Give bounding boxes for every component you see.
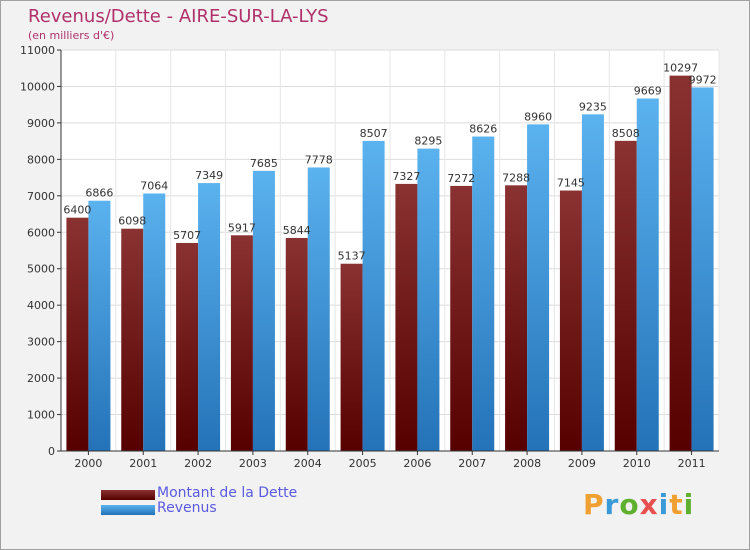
- data-label-dette: 6400: [63, 204, 91, 217]
- data-label-dette: 7327: [392, 170, 420, 183]
- data-label-revenus: 7349: [195, 169, 223, 182]
- bar-revenus: [88, 200, 111, 451]
- legend-swatch-dette: [101, 490, 155, 500]
- logo-letter: P: [583, 488, 605, 521]
- data-label-dette: 5844: [283, 224, 311, 237]
- logo-letter: i: [658, 488, 670, 521]
- x-tick-label: 2001: [129, 457, 157, 470]
- bar-dette: [614, 140, 637, 451]
- legend-label-dette: Montant de la Dette: [157, 485, 298, 501]
- logo-letter: i: [683, 488, 695, 521]
- y-tick-label: 10000: [20, 80, 55, 93]
- logo-letter: t: [669, 488, 684, 521]
- bar-dette: [669, 75, 692, 451]
- data-label-revenus: 6866: [85, 187, 113, 200]
- bar-dette: [450, 185, 473, 452]
- y-tick-label: 9000: [27, 117, 55, 130]
- logo-letter: x: [639, 488, 659, 521]
- bar-revenus: [417, 148, 440, 451]
- y-tick-label: 3000: [27, 336, 55, 349]
- y-tick-label: 11000: [20, 44, 55, 57]
- y-tick-label: 0: [48, 445, 55, 458]
- y-tick-label: 6000: [27, 226, 55, 239]
- logo-letter: o: [619, 488, 640, 521]
- data-label-revenus: 7685: [250, 157, 278, 170]
- data-label-dette: 8508: [612, 127, 640, 140]
- bar-revenus: [307, 167, 330, 451]
- bar-revenus: [472, 136, 495, 451]
- data-label-revenus: 8960: [524, 110, 552, 123]
- bar-revenus: [252, 170, 275, 452]
- data-label-revenus: 9972: [689, 73, 717, 86]
- y-tick-label: 8000: [27, 153, 55, 166]
- logo-letter: r: [604, 488, 620, 521]
- x-tick-label: 2000: [74, 457, 102, 470]
- x-tick-label: 2009: [568, 457, 596, 470]
- bar-revenus: [362, 140, 385, 452]
- data-label-revenus: 8507: [360, 127, 388, 140]
- data-label-dette: 10297: [663, 62, 698, 75]
- x-tick-label: 2004: [294, 457, 322, 470]
- bar-dette: [340, 263, 363, 451]
- x-tick-label: 2002: [184, 457, 212, 470]
- x-tick-label: 2003: [239, 457, 267, 470]
- bar-dette: [66, 217, 89, 451]
- x-tick-label: 2010: [623, 457, 651, 470]
- y-tick-label: 5000: [27, 263, 55, 276]
- bar-dette: [505, 185, 528, 451]
- data-label-revenus: 9669: [634, 85, 662, 98]
- bar-dette: [285, 237, 308, 451]
- legend-label-revenus: Revenus: [157, 500, 217, 516]
- data-label-dette: 5137: [338, 250, 366, 263]
- data-label-dette: 5707: [173, 229, 201, 242]
- data-label-revenus: 8295: [414, 135, 442, 148]
- bar-dette: [559, 190, 582, 451]
- bar-revenus: [581, 114, 604, 451]
- bar-revenus: [143, 193, 166, 451]
- x-tick-label: 2005: [349, 457, 377, 470]
- bar-dette: [176, 242, 199, 451]
- data-label-revenus: 7778: [305, 153, 333, 166]
- x-tick-label: 2007: [458, 457, 486, 470]
- data-label-dette: 5917: [228, 221, 256, 234]
- bar-dette: [395, 183, 418, 451]
- data-label-dette: 7272: [447, 172, 475, 185]
- bar-dette: [230, 235, 253, 451]
- data-label-revenus: 8626: [469, 123, 497, 136]
- x-tick-label: 2011: [678, 457, 706, 470]
- y-tick-label: 7000: [27, 190, 55, 203]
- chart-subtitle: (en milliers d'€): [28, 29, 115, 42]
- bar-revenus: [198, 183, 221, 451]
- y-tick-label: 1000: [27, 409, 55, 422]
- bar-revenus: [691, 87, 714, 451]
- data-label-dette: 7145: [557, 177, 585, 190]
- y-tick-label: 2000: [27, 372, 55, 385]
- x-tick-label: 2006: [403, 457, 431, 470]
- data-label-dette: 6098: [118, 215, 146, 228]
- legend-swatch-revenus: [101, 505, 155, 515]
- data-label-revenus: 9235: [579, 100, 607, 113]
- x-tick-label: 2008: [513, 457, 541, 470]
- bar-dette: [121, 228, 144, 451]
- y-tick-label: 4000: [27, 299, 55, 312]
- chart-title: Revenus/Dette - AIRE-SUR-LA-LYS: [28, 6, 329, 27]
- bar-revenus: [636, 98, 659, 452]
- data-label-revenus: 7064: [140, 179, 168, 192]
- bar-revenus: [527, 124, 550, 451]
- proxiti-logo: Proxiti: [583, 488, 694, 521]
- data-label-dette: 7288: [502, 171, 530, 184]
